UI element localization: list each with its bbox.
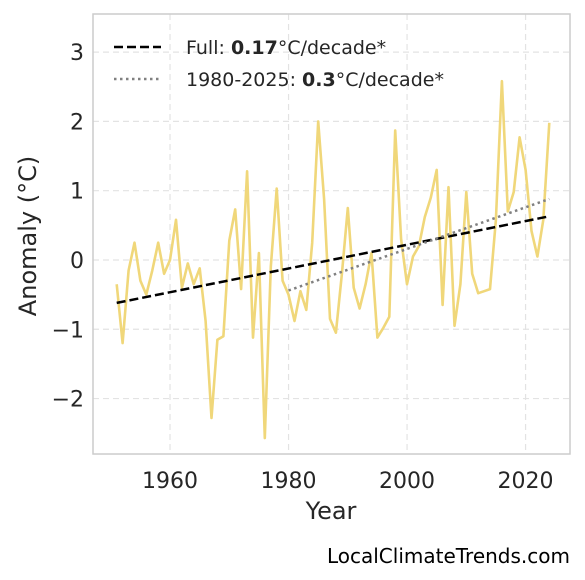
y-tick-label: 2: [70, 110, 84, 135]
legend-label-recent-value: 0.3: [302, 69, 336, 91]
y-tick-labels: −2 −1 0 1 2 3: [52, 41, 84, 412]
y-axis-title: Anomaly (°C): [14, 156, 42, 316]
x-tick-label: 2000: [379, 469, 435, 494]
legend-label-full-suffix: °C/decade*: [278, 37, 386, 59]
y-tick-label: 1: [70, 180, 84, 205]
series-trend-recent: [288, 197, 550, 292]
grid: [93, 14, 570, 454]
legend-label-recent-suffix: °C/decade*: [336, 69, 444, 91]
legend-label-recent: 1980-2025: 0.3°C/decade*: [186, 69, 444, 91]
legend-label-full: Full: 0.17°C/decade*: [186, 37, 386, 59]
series-layer: [115, 79, 551, 440]
x-tick-labels: 1960 1980 2000 2020: [142, 469, 554, 494]
x-axis-title: Year: [305, 497, 357, 525]
series-trend-full: [116, 215, 550, 305]
plot-frame: [92, 13, 571, 455]
y-tick-label: 0: [70, 249, 84, 274]
series-anomaly: [115, 79, 551, 440]
legend-label-full-value: 0.17: [231, 37, 278, 59]
x-tick-label: 2020: [498, 469, 554, 494]
plot-background: [93, 14, 570, 454]
legend-label-recent-prefix: 1980-2025:: [186, 69, 302, 91]
site-credit: LocalClimateTrends.com: [326, 544, 570, 568]
y-tick-label: −2: [52, 388, 84, 413]
x-tick-label: 1980: [261, 469, 317, 494]
y-tick-label: −1: [52, 318, 84, 343]
x-tick-label: 1960: [142, 469, 198, 494]
legend-label-full-prefix: Full:: [186, 37, 231, 59]
legend: Full: 0.17°C/decade* 1980-2025: 0.3°C/de…: [114, 37, 444, 91]
y-tick-label: 3: [70, 41, 84, 66]
